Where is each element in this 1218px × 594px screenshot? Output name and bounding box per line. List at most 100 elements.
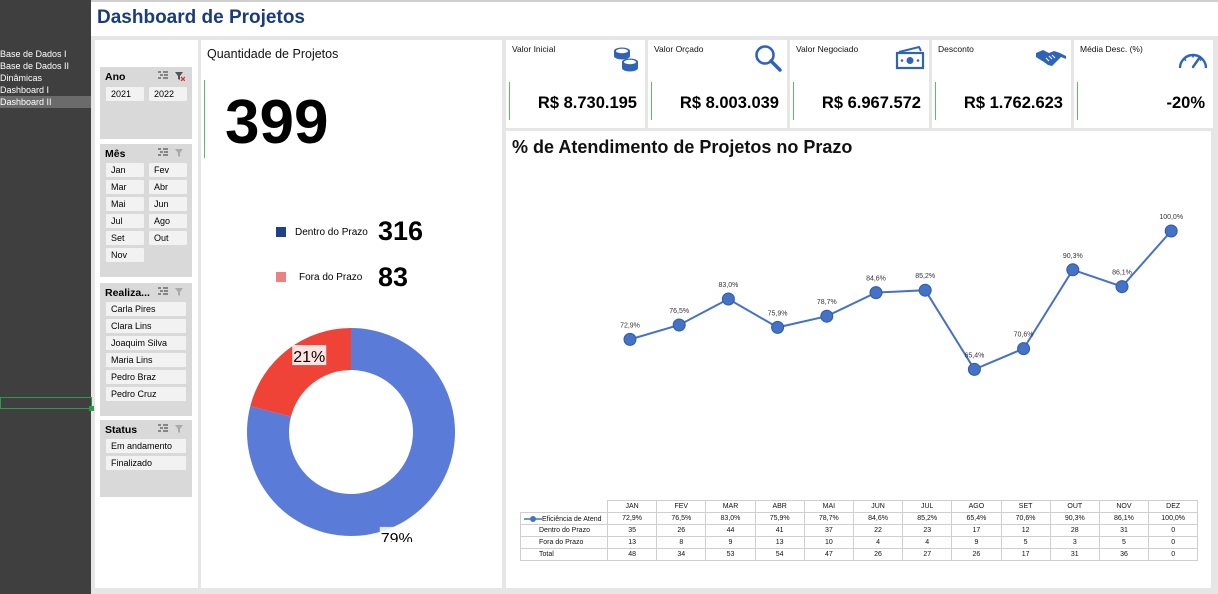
kpi-label: Média Desc. (%)	[1080, 44, 1143, 54]
table-header-cell: MAI	[803, 500, 854, 513]
slicer-mes-item-jul[interactable]: Jul	[106, 214, 144, 228]
selected-cell[interactable]	[0, 397, 94, 411]
data-label: 72,9%	[620, 322, 640, 329]
table-header-cell: OUT	[1049, 500, 1100, 513]
table-cell: 22	[852, 524, 904, 537]
table-cell: 53	[705, 548, 756, 561]
sheet-tab-dashboard-i[interactable]: Dashboard I	[0, 85, 50, 95]
coins-icon	[614, 47, 638, 72]
data-label: 86,1%	[1112, 270, 1132, 277]
slicer-ano-item-2021[interactable]: 2021	[106, 87, 144, 101]
table-cell: 9	[705, 536, 756, 549]
slicer-status-title: Status	[105, 424, 138, 436]
sheet-tab-base-dados-ii[interactable]: Base de Dados II	[0, 61, 70, 71]
slicer-mes-item-jun[interactable]: Jun	[149, 197, 187, 211]
slicer-realizador-item[interactable]: Pedro Cruz	[106, 387, 186, 401]
table-cell: 90,3%	[1049, 512, 1100, 525]
slicer-ano-title: Ano	[105, 71, 126, 83]
slicer-status: Status Em andamento Finalizado	[100, 420, 192, 497]
slicer-mes-item-mai[interactable]: Mai	[106, 197, 144, 211]
clear-filter-icon[interactable]	[175, 148, 185, 158]
slicer-status-item-em-andamento[interactable]: Em andamento	[106, 439, 186, 453]
table-cell: 70,6%	[1000, 512, 1051, 525]
slicer-realizador-item[interactable]: Joaquim Silva	[106, 336, 186, 350]
table-cell: 31	[1098, 524, 1150, 537]
clear-filter-icon[interactable]	[175, 424, 185, 434]
table-cell: 10	[803, 536, 854, 549]
svg-text:21%: 21%	[293, 349, 325, 366]
data-label: 90,3%	[1063, 253, 1083, 260]
table-header-cell: AGO	[951, 500, 1002, 513]
table-cell: 28	[1049, 524, 1100, 537]
chart-title: % de Atendimento de Projetos no Prazo	[512, 137, 853, 157]
clear-filter-icon[interactable]	[175, 287, 185, 297]
table-header-cell: ABR	[754, 500, 805, 513]
table-row: Dentro do Prazo 35 26 44 41 37 22 23 17 12 28 31 0	[520, 524, 1199, 537]
kpi-value: -20%	[1166, 94, 1205, 112]
slicer-mes-item-fev[interactable]: Fev	[149, 163, 187, 177]
slicer-mes-item-jan[interactable]: Jan	[106, 163, 144, 177]
table-cell: 26	[656, 524, 707, 537]
data-point	[869, 286, 883, 300]
data-label: 84,6%	[866, 276, 886, 283]
data-point	[1066, 263, 1080, 277]
multi-select-icon[interactable]	[158, 71, 168, 81]
table-cell: 54	[754, 548, 805, 561]
table-cell: 83,0%	[705, 512, 756, 525]
accent-bar	[651, 82, 652, 120]
series-legend-key: Eficiência de Atend	[520, 512, 608, 525]
multi-select-icon[interactable]	[158, 287, 168, 297]
table-cell: 65,4%	[951, 512, 1002, 525]
table-cell: 47	[803, 548, 854, 561]
data-point	[1164, 224, 1178, 238]
donut-data-label: 21%	[292, 345, 327, 366]
multi-select-icon[interactable]	[158, 148, 168, 158]
table-header-cell: NOV	[1098, 500, 1150, 513]
slicer-realizador: Realiza... Carla Pires Clara Lins Joaqui…	[100, 283, 192, 416]
table-cell: 41	[754, 524, 805, 537]
table-cell: 13	[606, 536, 658, 549]
kpi-value: R$ 1.762.623	[963, 94, 1063, 112]
quantity-panel: Quantidade de Projetos 399 Dentro do Pra…	[201, 40, 502, 588]
slicer-realizador-item[interactable]: Pedro Braz	[106, 370, 186, 384]
sheet-tab-dashboard-ii[interactable]: Dashboard II	[0, 96, 91, 108]
data-point	[721, 292, 735, 306]
chart-data-table: JAN FEV MAR ABR MAI JUN JUL AGO SET OUT NOV DEZ Efic…	[520, 500, 1199, 561]
slicer-mes-item-mar[interactable]: Mar	[106, 180, 144, 194]
legend-swatch-dentro	[276, 227, 286, 237]
quantity-title: Quantidade de Projetos	[207, 47, 339, 61]
table-cell: 72,9%	[606, 512, 658, 525]
quantity-total: 399	[225, 88, 329, 157]
table-cell: 23	[902, 524, 953, 537]
table-header-cell: MAR	[705, 500, 756, 513]
sheet-tab-base-dados-i[interactable]: Base de Dados I	[0, 49, 67, 59]
slicer-realizador-item[interactable]: Clara Lins	[106, 319, 186, 333]
data-point	[918, 283, 932, 297]
handshake-icon	[1036, 50, 1066, 66]
donut-slice	[247, 328, 455, 536]
multi-select-icon[interactable]	[158, 424, 168, 434]
slicer-ano-item-2022[interactable]: 2022	[149, 87, 187, 101]
slicer-status-item-finalizado[interactable]: Finalizado	[106, 456, 186, 470]
sheet-tab-dinamicas[interactable]: Dinâmicas	[0, 73, 43, 83]
data-point	[672, 318, 686, 332]
table-row: Total 48 34 53 54 47 26 27 26 17 31 36 0	[520, 548, 1199, 561]
data-label: 85,2%	[915, 273, 935, 280]
legend-value-dentro: 316	[378, 216, 424, 246]
data-point	[623, 332, 637, 346]
data-label: 75,9%	[768, 310, 788, 317]
table-cell: 48	[606, 548, 658, 561]
slicer-mes-item-nov[interactable]: Nov	[106, 248, 144, 262]
slicer-realizador-item[interactable]: Carla Pires	[106, 302, 186, 316]
kpi-card-desconto: Desconto R$ 1.762.623	[932, 40, 1071, 128]
slicer-realizador-item[interactable]: Maria Lins	[106, 353, 186, 367]
table-cell: 84,6%	[852, 512, 904, 525]
slicer-mes-item-set[interactable]: Set	[106, 231, 144, 245]
table-cell: 75,9%	[754, 512, 805, 525]
slicer-mes-item-abr[interactable]: Abr	[149, 180, 187, 194]
clear-filter-icon[interactable]	[175, 71, 185, 81]
slicer-mes-item-out[interactable]: Out	[149, 231, 187, 245]
slicer-mes-item-ago[interactable]: Ago	[149, 214, 187, 228]
kpi-card-valor-inicial: Valor Inicial R$ 8.730.195	[506, 40, 645, 128]
table-row-label: Fora do Prazo	[520, 536, 608, 549]
